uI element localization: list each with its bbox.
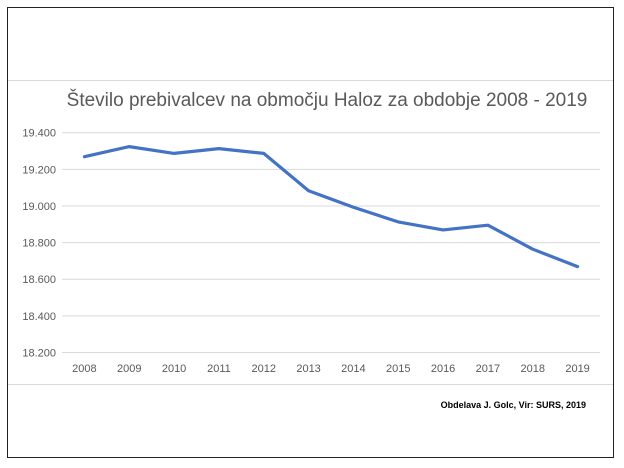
y-tick-label: 19.400	[22, 128, 56, 140]
x-tick-label: 2011	[207, 363, 231, 375]
top-divider	[8, 80, 613, 81]
x-tick-label: 2016	[431, 363, 455, 375]
chart-title: Število prebivalcev na območju Haloz za …	[66, 90, 588, 111]
x-tick-label: 2015	[386, 363, 410, 375]
source-note: Obdelava J. Golc, Vir: SURS, 2019	[440, 400, 586, 410]
x-tick-label: 2014	[341, 363, 365, 375]
x-tick-label: 2009	[117, 363, 141, 375]
slide-frame	[7, 7, 614, 458]
x-tick-label: 2019	[565, 363, 589, 375]
x-tick-label: 2018	[521, 363, 545, 375]
y-tick-label: 18.200	[22, 348, 56, 360]
x-tick-label: 2013	[296, 363, 320, 375]
x-tick-label: 2017	[476, 363, 500, 375]
bottom-divider	[8, 384, 613, 385]
y-tick-label: 18.400	[22, 311, 56, 323]
x-tick-label: 2008	[72, 363, 96, 375]
y-tick-label: 19.200	[22, 164, 56, 176]
x-tick-label: 2012	[252, 363, 276, 375]
series-line	[82, 145, 580, 269]
y-tick-label: 18.600	[22, 274, 56, 286]
x-tick-label: 2010	[162, 363, 186, 375]
y-tick-label: 18.800	[22, 238, 56, 250]
y-tick-label: 19.000	[22, 201, 56, 213]
